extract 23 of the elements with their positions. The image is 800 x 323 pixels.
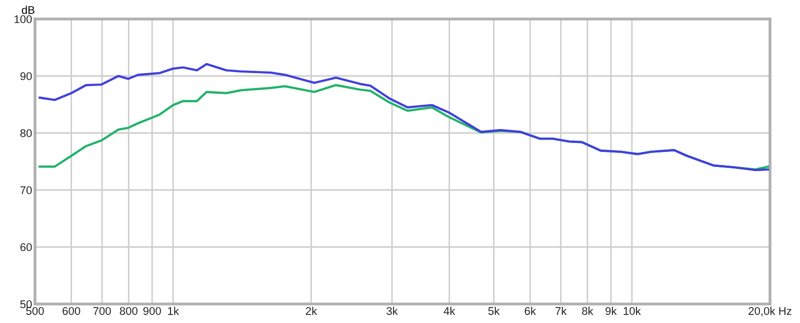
y-tick-label: 90 [20,72,32,80]
x-tick-label: 1k [168,306,179,315]
x-tick-label: 7k [556,306,567,315]
x-tick-label: 2k [306,306,318,315]
x-tick-label: 800 [120,307,138,315]
y-axis-title: dB [22,6,34,14]
x-tick-label: 3k [386,306,398,315]
x-tick-label: 500 [26,307,44,315]
x-tick-label: 8k [582,306,594,315]
x-tick-label: 9k [606,306,617,315]
x-tick-label: 6k [524,306,536,315]
y-tick-label: 80 [20,129,32,138]
x-tick-label: 900 [143,307,161,315]
x-tick-label: 5k [488,306,500,315]
y-tick-label: 50 [20,300,32,308]
x-tick-label: 4k [444,306,456,315]
x-tick-label: 600 [62,307,80,315]
x-tick-label: 700 [93,307,111,315]
x-tick-label: 20,0k Hz [748,306,792,316]
x-tick-label: 10k [624,306,641,315]
y-tick-label: 70 [20,186,32,194]
y-tick-label: 60 [20,243,32,252]
y-tick-label: 100 [14,15,32,24]
